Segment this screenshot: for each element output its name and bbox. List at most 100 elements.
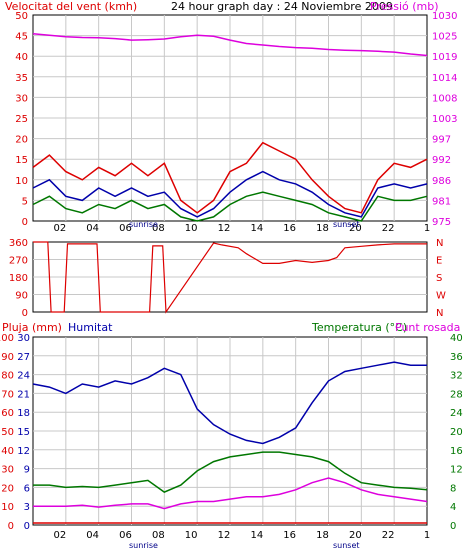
sunrise-marker-top: sunrise	[129, 220, 158, 229]
pressure-tick-label: 1008	[432, 93, 457, 104]
wind-tick-label: 5	[22, 196, 28, 207]
temperature-tick-label: 40	[450, 333, 463, 344]
pressure-tick-label: 975	[432, 217, 451, 228]
x-tick-label: 02	[53, 223, 66, 234]
pressure-tick-label: 992	[432, 155, 451, 166]
pressure-tick-label: 986	[432, 176, 451, 187]
x-tick-label: 06	[119, 530, 132, 541]
compass-tick-label: W	[436, 291, 446, 302]
sunrise-marker-bottom: sunrise	[129, 541, 158, 550]
wind-tick-label: 10	[15, 176, 28, 187]
rain-tick-label: 20	[1, 483, 14, 494]
humidity-tick-label: 18	[17, 408, 30, 419]
temperature-tick-label: 4	[450, 502, 456, 513]
series-line-dewpoint	[33, 477, 428, 510]
x-tick-label: 20	[349, 530, 362, 541]
compass-tick-label: N	[436, 308, 443, 319]
series-line-pressure	[32, 32, 428, 57]
rain-tick-label: 40	[1, 446, 14, 457]
humidity-tick-label: 12	[17, 446, 30, 457]
x-tick-label: 06	[119, 223, 132, 234]
humidity-tick-label: 3	[24, 502, 30, 513]
temperature-tick-label: 24	[450, 408, 463, 419]
wind-tick-label: 20	[15, 135, 28, 146]
series-line-wind_min	[32, 191, 428, 222]
pressure-tick-label: 1003	[432, 114, 457, 125]
x-tick-label: 08	[152, 223, 165, 234]
compass-tick-label: S	[436, 273, 442, 284]
pressure-tick-label: 997	[432, 135, 451, 146]
temperature-axis-label: Temperatura (°C)	[311, 321, 407, 334]
x-tick-label: 14	[250, 530, 263, 541]
x-tick-label: 16	[283, 223, 296, 234]
temperature-tick-label: 32	[450, 371, 463, 382]
humidity-tick-label: 0	[24, 521, 30, 532]
rain-tick-label: 50	[1, 427, 14, 438]
x-tick-label: 04	[86, 223, 99, 234]
x-tick-label: 22	[382, 530, 395, 541]
series-line-wind_avg	[32, 170, 428, 218]
pressure-tick-label: 1019	[432, 52, 457, 63]
humidity-tick-label: 21	[17, 389, 30, 400]
wind-tick-label: 45	[15, 32, 28, 43]
sunset-marker-top: sunset	[333, 220, 360, 229]
rain-tick-label: 80	[1, 371, 14, 382]
x-tick-label: 20	[349, 223, 362, 234]
humidity-tick-label: 30	[17, 333, 30, 344]
x-tick-label: 18	[316, 530, 329, 541]
humidity-tick-label: 9	[24, 465, 30, 476]
data-series	[32, 32, 428, 524]
rain-tick-label: 90	[1, 352, 14, 363]
compass-tick-label: N	[436, 238, 443, 249]
wind-tick-label: 30	[15, 93, 28, 104]
pressure-tick-label: 1014	[432, 73, 457, 84]
rain-tick-label: 30	[1, 465, 14, 476]
pressure-tick-label: 1025	[432, 32, 457, 43]
humidity-tick-label: 27	[17, 352, 30, 363]
pressure-tick-label: 981	[432, 196, 451, 207]
x-tick-label: 10	[185, 223, 198, 234]
wind-tick-label: 0	[22, 217, 28, 228]
temperature-tick-label: 20	[450, 427, 463, 438]
series-line-wind	[32, 141, 428, 214]
humidity-tick-label: 24	[17, 371, 30, 382]
x-tick-label: 1	[424, 223, 430, 234]
wind-tick-label: 15	[15, 155, 28, 166]
direction-tick-label: 90	[15, 291, 28, 302]
series-line-humidity	[32, 361, 427, 445]
series-line-temperature	[33, 451, 428, 493]
direction-tick-label: 180	[9, 273, 28, 284]
rain-tick-label: 0	[8, 521, 14, 532]
sunset-marker-bottom: sunset	[333, 541, 360, 550]
pressure-tick-label: 1030	[432, 11, 457, 22]
humidity-tick-label: 6	[24, 483, 30, 494]
x-tick-label: 16	[283, 530, 296, 541]
wind-tick-label: 40	[15, 52, 28, 63]
wind-tick-label: 35	[15, 73, 28, 84]
compass-tick-label: E	[436, 256, 442, 267]
x-tick-label: 22	[382, 223, 395, 234]
wind-axis-label: Velocitat del vent (kmh)	[5, 0, 137, 13]
x-tick-label: 10	[185, 530, 198, 541]
x-tick-label: 08	[152, 530, 165, 541]
temperature-tick-label: 12	[450, 465, 463, 476]
rain-axis-label: Pluja (mm)	[2, 321, 62, 334]
direction-tick-label: 0	[22, 308, 28, 319]
wind-tick-label: 25	[15, 114, 28, 125]
humidity-tick-label: 15	[17, 427, 30, 438]
wind-tick-label: 50	[15, 11, 28, 22]
temperature-tick-label: 0	[450, 521, 456, 532]
graph-title: 24 hour graph day : 24 Noviembre 2009	[171, 0, 393, 13]
direction-tick-label: 270	[9, 256, 28, 267]
rain-tick-label: 10	[1, 502, 14, 513]
temperature-tick-label: 16	[450, 446, 463, 457]
temperature-tick-label: 36	[450, 352, 463, 363]
x-tick-label: 12	[218, 530, 231, 541]
rain-tick-label: 70	[1, 389, 14, 400]
pressure-axis-label: Pressió (mb)	[370, 0, 439, 13]
rain-tick-label: 100	[0, 333, 14, 344]
rain-tick-label: 60	[1, 408, 14, 419]
x-tick-label: 04	[86, 530, 99, 541]
